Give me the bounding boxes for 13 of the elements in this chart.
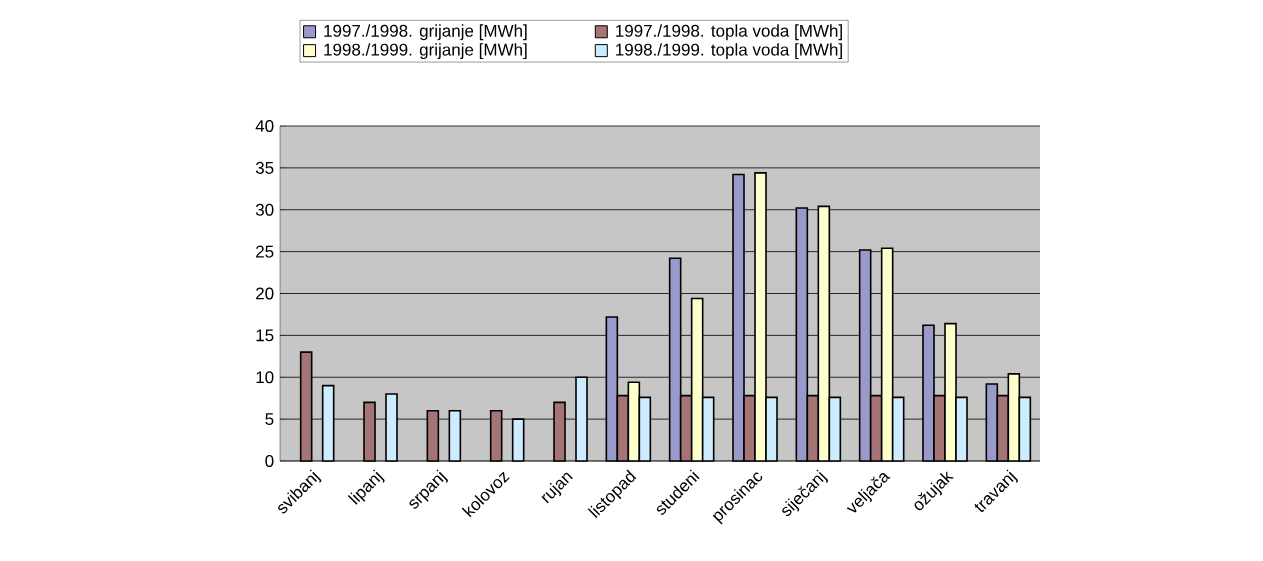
y-tick-label: 35 xyxy=(255,161,274,174)
y-tick-label: 40 xyxy=(255,119,274,133)
y-tick-label: 10 xyxy=(256,371,274,384)
legend-label: 1998./1999. grijanje [MWh] xyxy=(324,43,527,60)
legend-label: 1997./1998. grijanje [MWh] xyxy=(324,24,527,41)
legend-label: 1998./1999. topla voda [MWh] xyxy=(616,43,842,60)
y-tick-label: 15 xyxy=(256,329,274,342)
y-tick-label: 25 xyxy=(256,245,274,258)
y-tick-label: 5 xyxy=(265,413,274,426)
y-tick-label: 20 xyxy=(256,287,274,300)
y-tick-label: 30 xyxy=(255,203,274,216)
y-tick-label: 0 xyxy=(265,454,274,468)
legend-label: 1997./1998. topla voda [MWh] xyxy=(616,24,842,41)
